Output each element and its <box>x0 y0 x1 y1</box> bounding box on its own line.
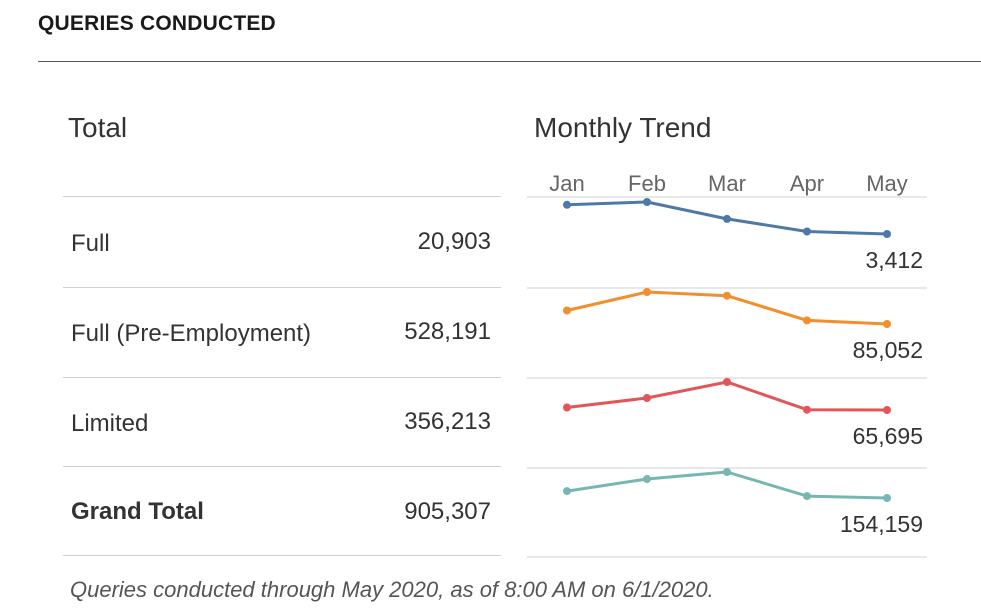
monthly-trend-chart: Jan Feb Mar Apr May 3,412 85,052 65,695 154,159 <box>527 160 927 560</box>
row-value-full: 20,903 <box>417 228 491 255</box>
data-point <box>883 494 891 502</box>
row-value-grand-total: 905,307 <box>404 498 491 525</box>
month-tick-label: Feb <box>628 171 666 196</box>
table-divider <box>63 196 501 197</box>
end-value-label: 85,052 <box>853 337 923 363</box>
total-section-title: Total <box>68 112 128 143</box>
footnote: Queries conducted through May 2020, as o… <box>70 577 714 602</box>
data-point <box>883 230 891 238</box>
page-title: QUERIES CONDUCTED <box>38 12 276 35</box>
month-tick-label: Jan <box>549 171 584 196</box>
month-tick-label: May <box>866 171 908 196</box>
end-value-label: 3,412 <box>865 247 923 273</box>
row-label-full: Full <box>71 230 110 257</box>
data-point <box>803 492 811 501</box>
month-tick-label: Mar <box>708 171 746 196</box>
data-point <box>883 406 891 414</box>
data-point <box>643 475 651 483</box>
table-divider <box>63 466 501 467</box>
sparkline-chart: Jan Feb Mar Apr May 3,412 85,052 65,695 154,159 <box>527 171 927 558</box>
row-label-grand-total: Grand Total <box>71 498 204 525</box>
table-divider <box>63 287 501 288</box>
end-value-label: 65,695 <box>853 423 923 449</box>
trend-section-title: Monthly Trend <box>534 112 712 143</box>
data-point <box>643 394 651 402</box>
data-point <box>883 320 891 328</box>
row-value-limited: 356,213 <box>404 408 491 435</box>
data-point <box>723 378 731 386</box>
header-divider <box>38 61 981 62</box>
data-point <box>643 288 651 296</box>
table-divider <box>63 555 501 556</box>
data-point <box>723 214 731 223</box>
data-point <box>803 227 811 236</box>
row-value-full-pre-employment: 528,191 <box>404 318 491 345</box>
data-point <box>563 487 571 496</box>
data-point <box>803 405 811 414</box>
row-label-full-pre-employment: Full (Pre-Employment) <box>71 320 312 347</box>
data-point <box>723 468 731 476</box>
data-point <box>723 291 731 300</box>
data-point <box>643 198 651 206</box>
end-value-label: 154,159 <box>840 511 923 537</box>
data-point <box>563 200 571 209</box>
table-divider <box>63 377 501 378</box>
data-point <box>563 306 571 315</box>
month-tick-label: Apr <box>790 171 824 196</box>
row-label-limited: Limited <box>71 410 149 437</box>
data-point <box>563 403 571 412</box>
series-line <box>566 380 888 412</box>
data-point <box>803 316 811 325</box>
